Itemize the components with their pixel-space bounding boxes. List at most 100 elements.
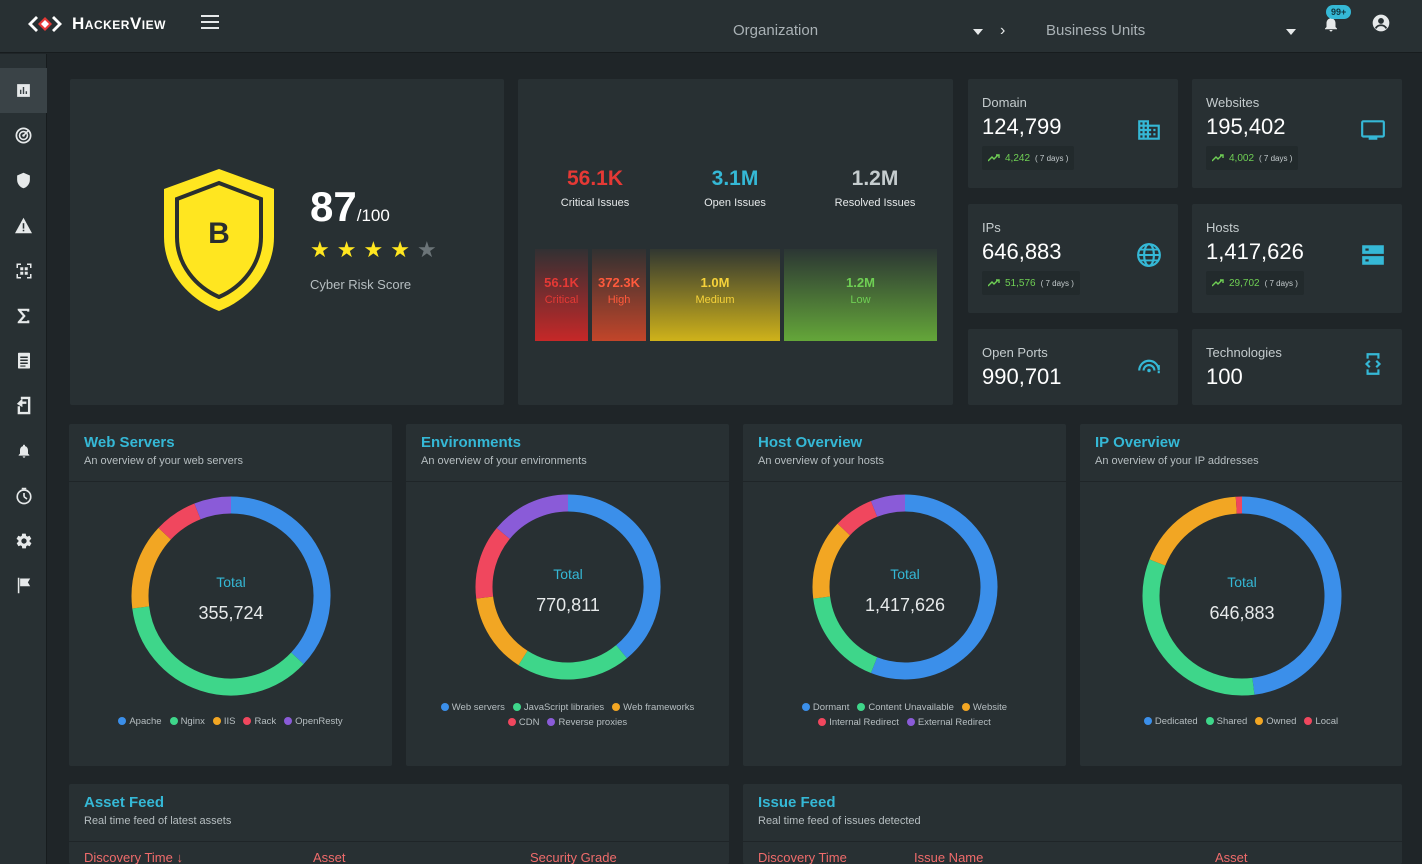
donut-segment-web-frameworks[interactable] xyxy=(476,596,528,666)
sidebar-item-flags[interactable] xyxy=(0,563,47,608)
host-overview-donut-chart[interactable]: Total 1,417,626 xyxy=(811,493,999,681)
severity-bar-medium[interactable]: 1.0M Medium xyxy=(650,249,780,341)
resolved-issues-stat[interactable]: 1.2M Resolved Issues xyxy=(805,167,945,209)
legend-item[interactable]: External Redirect xyxy=(906,715,991,730)
column-header-issue-name[interactable]: Issue Name xyxy=(914,850,984,864)
organization-select[interactable]: Organization xyxy=(733,22,985,39)
legend-item[interactable]: IIS xyxy=(212,714,235,729)
legend-item[interactable]: CDN xyxy=(507,715,539,730)
sidebar-item-export[interactable] xyxy=(0,383,47,428)
legend-item[interactable]: OpenResty xyxy=(284,714,343,729)
business-units-select[interactable]: Business Units xyxy=(1046,22,1298,39)
donut-segment-content-unavailable[interactable] xyxy=(813,596,878,674)
ips-trend-period: ( 7 days ) xyxy=(1040,278,1074,288)
divider xyxy=(69,841,729,842)
sidebar-item-alerts[interactable] xyxy=(0,428,47,473)
websites-card[interactable]: Websites 195,402 4,002 ( 7 days ) xyxy=(1192,79,1402,188)
donut-segment-reverse-proxies[interactable] xyxy=(496,494,569,540)
legend-item[interactable]: Dormant xyxy=(801,700,849,715)
column-header-discovery-time[interactable]: Discovery Time ↓ xyxy=(84,850,183,864)
legend-item[interactable]: Nginx xyxy=(169,714,205,729)
ip-overview-donut-chart[interactable]: Total 646,883 xyxy=(1141,495,1343,697)
hamburger-menu-icon[interactable] xyxy=(201,15,219,31)
sidebar-item-radar[interactable] xyxy=(0,113,47,158)
legend-item[interactable]: Internal Redirect xyxy=(818,715,899,730)
column-header-asset[interactable]: Asset xyxy=(1215,850,1248,864)
donut-segment-openresty[interactable] xyxy=(194,496,232,520)
severity-medium-value: 1.0M xyxy=(700,275,730,290)
legend-item[interactable]: Content Unavailable xyxy=(857,700,954,715)
account-icon[interactable] xyxy=(1371,13,1391,33)
risk-score-value: 87 xyxy=(310,183,357,230)
donut-segment-iis[interactable] xyxy=(131,527,172,609)
sidebar-item-settings[interactable] xyxy=(0,518,47,563)
sidebar-item-timer[interactable] xyxy=(0,473,47,518)
sidebar-item-shield[interactable] xyxy=(0,158,47,203)
legend-item[interactable]: Web frameworks xyxy=(612,700,694,715)
ips-label: IPs xyxy=(982,220,1001,235)
donut-segment-internal-redirect[interactable] xyxy=(837,500,878,536)
legend-label: Web servers xyxy=(451,702,505,713)
column-header-discovery-time[interactable]: Discovery Time xyxy=(758,850,847,864)
donut-segment-nginx[interactable] xyxy=(132,606,304,696)
severity-bar-critical[interactable]: 56.1K Critical xyxy=(535,249,588,341)
environments-donut-chart[interactable]: Total 770,811 xyxy=(474,493,662,681)
star-icon: ★ xyxy=(363,237,384,262)
donut-segment-owned[interactable] xyxy=(1149,496,1238,566)
donut-segment-dedicated[interactable] xyxy=(1241,496,1342,695)
legend-item[interactable]: Owned xyxy=(1255,714,1296,729)
brand-logo[interactable]: HackerView xyxy=(26,12,166,36)
open-ports-card[interactable]: Open Ports 990,701 xyxy=(968,329,1178,405)
domain-card[interactable]: Domain 124,799 4,242 ( 7 days ) xyxy=(968,79,1178,188)
legend-label: External Redirect xyxy=(917,717,991,728)
web-servers-donut-chart[interactable]: Total 355,724 xyxy=(130,495,332,697)
legend-dot-icon xyxy=(169,717,178,725)
legend-item[interactable]: Dedicated xyxy=(1143,714,1198,729)
legend-label: Shared xyxy=(1216,716,1248,727)
legend-item[interactable]: Apache xyxy=(118,714,162,729)
legend-item[interactable]: Rack xyxy=(243,714,276,729)
shield-icon xyxy=(17,172,30,189)
donut-segment-website[interactable] xyxy=(812,523,851,599)
star-icon: ★ xyxy=(310,237,330,262)
ips-card[interactable]: IPs 646,883 51,576 ( 7 days ) xyxy=(968,204,1178,313)
trending-up-icon xyxy=(1212,154,1224,162)
divider xyxy=(69,481,392,482)
sidebar-item-dashboard[interactable] xyxy=(0,68,47,113)
legend-dot-icon xyxy=(212,717,221,725)
donut-segment-apache[interactable] xyxy=(230,496,331,665)
hosts-card[interactable]: Hosts 1,417,626 29,702 ( 7 days ) xyxy=(1192,204,1402,313)
legend-dot-icon xyxy=(818,718,827,726)
notifications-bell-icon[interactable] xyxy=(1322,15,1340,33)
open-issues-stat[interactable]: 3.1M Open Issues xyxy=(665,167,805,209)
qr-scan-icon xyxy=(16,263,31,278)
donut-total-value: 1,417,626 xyxy=(865,595,945,615)
donut-segment-shared[interactable] xyxy=(1142,559,1255,696)
legend-item[interactable]: Website xyxy=(961,700,1007,715)
legend-item[interactable]: Reverse proxies xyxy=(547,715,627,730)
settings-icon xyxy=(16,533,31,548)
severity-bar-high[interactable]: 372.3K High xyxy=(592,249,646,341)
legend-item[interactable]: Web servers xyxy=(440,700,505,715)
building-icon xyxy=(1138,120,1160,140)
resolved-issues-label: Resolved Issues xyxy=(834,197,916,209)
column-header-asset[interactable]: Asset xyxy=(313,850,346,864)
donut-segment-dormant[interactable] xyxy=(870,494,998,680)
severity-bar-low[interactable]: 1.2M Low xyxy=(784,249,937,341)
legend-item[interactable]: JavaScript libraries xyxy=(512,700,604,715)
legend-item[interactable]: Local xyxy=(1304,714,1338,729)
sidebar-item-warnings[interactable] xyxy=(0,203,47,248)
sidebar-item-scan[interactable] xyxy=(0,248,47,293)
legend-item[interactable]: Shared xyxy=(1205,714,1248,729)
donut-segment-external-redirect[interactable] xyxy=(870,494,906,517)
host-overview-card: Host Overview An overview of your hosts … xyxy=(743,424,1066,766)
technologies-card[interactable]: Technologies 100 xyxy=(1192,329,1402,405)
donut-segment-rack[interactable] xyxy=(158,503,201,540)
donut-segment-javascript-libraries[interactable] xyxy=(518,645,627,680)
critical-issues-stat[interactable]: 56.1K Critical Issues xyxy=(525,167,665,209)
donut-segment-cdn[interactable] xyxy=(475,528,511,599)
sidebar-item-sigma[interactable] xyxy=(0,293,47,338)
sidebar-item-reports[interactable] xyxy=(0,338,47,383)
column-header-security-grade[interactable]: Security Grade xyxy=(530,850,617,864)
donut-segment-web-servers[interactable] xyxy=(567,494,661,659)
